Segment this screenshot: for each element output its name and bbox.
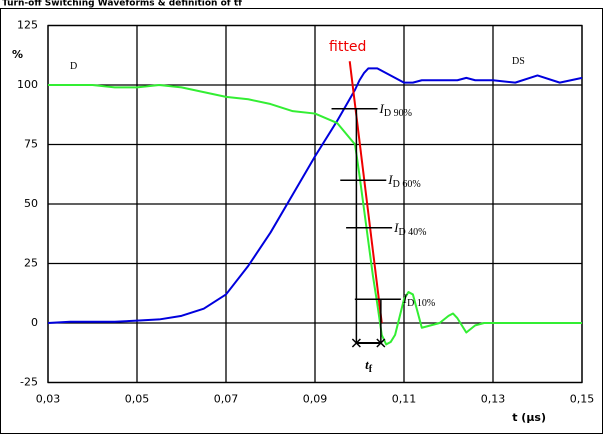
legend-label: DS [512, 56, 525, 67]
y-axis-label: % [12, 48, 23, 61]
level-label-subscript: D 10% [407, 298, 435, 309]
x-tick-label: 0,11 [392, 393, 417, 406]
y-tick-label: 0 [31, 316, 38, 329]
tf-cross [351, 338, 361, 348]
y-tick-label: 25 [24, 257, 38, 270]
chart-title: Turn-off Switching Waveforms & definitio… [2, 0, 242, 9]
tf-cross [376, 338, 386, 348]
legend-label: D [70, 61, 77, 72]
tf-label-subscript: f [369, 364, 373, 375]
level-label-symbol: I [387, 172, 393, 187]
series-line [47, 67, 583, 324]
tf-label: tf [365, 357, 373, 375]
x-tick-label: 0,15 [570, 393, 595, 406]
level-label-symbol: I [393, 220, 399, 235]
level-label: ID 60% [387, 172, 420, 190]
x-axis-label: t (µs) [512, 411, 546, 424]
y-tick-label: 100 [17, 78, 38, 91]
x-tick-label: 0,07 [214, 393, 239, 406]
x-tick-label: 0,13 [481, 393, 506, 406]
x-tick-label: 0,09 [303, 393, 328, 406]
legend-label-subscript: D [70, 61, 77, 72]
plot-frame [47, 24, 583, 384]
level-label: ID 10% [402, 291, 435, 309]
y-tick-label: 75 [24, 138, 38, 151]
frame [0, 8, 603, 434]
level-label-subscript: D 60% [393, 179, 421, 190]
legend-label-subscript: DS [512, 56, 525, 67]
fit-line [348, 61, 383, 324]
fit-label: fitted [329, 39, 366, 55]
level-label-symbol: I [402, 291, 408, 306]
series-line [48, 84, 582, 346]
level-label: ID 90% [379, 101, 412, 119]
level-label: ID 40% [393, 220, 426, 238]
tf-label-symbol: t [365, 357, 369, 372]
level-label-symbol: I [379, 101, 385, 116]
x-tick-label: 0,05 [125, 393, 150, 406]
y-tick-label: 50 [24, 197, 38, 210]
y-tick-label: 125 [17, 19, 38, 32]
level-label-subscript: D 40% [398, 227, 426, 238]
x-tick-label: 0,03 [36, 393, 61, 406]
y-tick-label: -25 [20, 376, 38, 389]
level-label-subscript: D 90% [384, 108, 412, 119]
